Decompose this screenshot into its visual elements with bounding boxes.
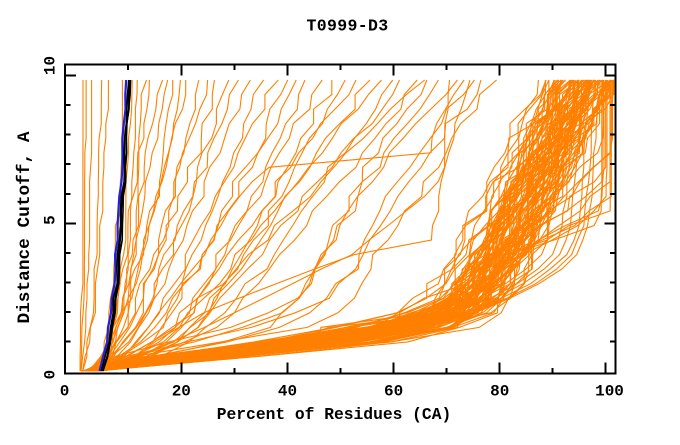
svg-text:100: 100	[595, 383, 624, 401]
svg-text:80: 80	[490, 383, 509, 401]
svg-text:20: 20	[172, 383, 191, 401]
svg-text:Distance Cutoff, A: Distance Cutoff, A	[15, 131, 35, 323]
svg-text:0: 0	[42, 370, 60, 380]
svg-text:40: 40	[278, 383, 297, 401]
svg-text:60: 60	[384, 383, 403, 401]
svg-text:10: 10	[42, 56, 60, 75]
svg-text:5: 5	[42, 215, 60, 225]
svg-text:T0999-D3: T0999-D3	[306, 16, 388, 35]
svg-text:Percent of Residues (CA): Percent of Residues (CA)	[217, 405, 452, 424]
svg-text:0: 0	[60, 383, 70, 401]
